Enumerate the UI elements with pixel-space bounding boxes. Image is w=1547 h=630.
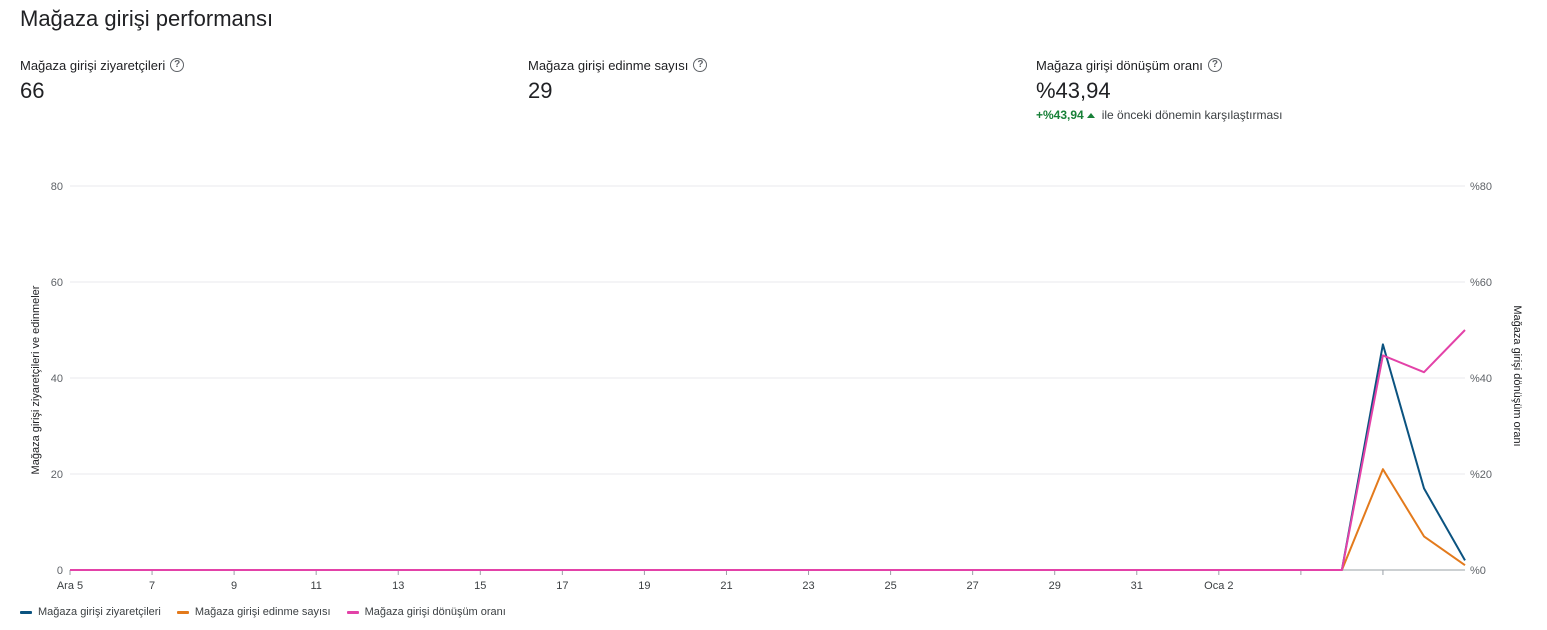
legend-item-acquisitions[interactable]: Mağaza girişi edinme sayısı [176, 606, 331, 618]
metric-value: 66 [20, 78, 45, 103]
x-tick-label: 21 [720, 580, 732, 592]
x-tick-label: 31 [1131, 580, 1143, 592]
chart-legend: Mağaza girişi ziyaretçileri Mağaza giriş… [20, 606, 506, 618]
x-tick-label: Oca 2 [1204, 580, 1233, 592]
metric-label-row: Mağaza girişi ziyaretçileri ? [20, 56, 185, 74]
x-tick-label: 17 [556, 580, 568, 592]
legend-label: Mağaza girişi dönüşüm oranı [364, 606, 506, 618]
metric-value: %43,94 [1036, 78, 1111, 103]
legend-item-rate[interactable]: Mağaza girişi dönüşüm oranı [346, 606, 506, 618]
help-icon[interactable]: ? [1207, 58, 1222, 72]
x-tick-label: 27 [967, 580, 979, 592]
y2-axis-title: Mağaza girişi dönüşüm oranı [1511, 305, 1523, 446]
legend-swatch [20, 610, 32, 614]
metric-label: Mağaza girişi dönüşüm oranı [1036, 57, 1203, 73]
y-tick-label: 80 [51, 181, 63, 193]
series-line-acquisitions [70, 468, 1466, 571]
help-icon[interactable]: ? [170, 58, 185, 72]
metric-value: 29 [528, 78, 553, 103]
metric-change: +%43,94 ile önceki dönemin karşılaştırma… [1036, 108, 1282, 122]
legend-label: Mağaza girişi ziyaretçileri [38, 606, 161, 618]
x-tick-label: 13 [392, 580, 404, 592]
x-tick-label: Ara 5 [57, 580, 83, 592]
x-tick-label: 19 [638, 580, 650, 592]
y-axis-title: Mağaza girişi ziyaretçileri ve edinmeler [30, 285, 42, 474]
metric-conversion-rate: Mağaza girişi dönüşüm oranı ? %43,94 +%4… [1036, 56, 1282, 123]
y2-tick-label: %0 [1470, 565, 1486, 577]
x-tick-label: 29 [1049, 580, 1061, 592]
metric-label: Mağaza girişi edinme sayısı [528, 57, 689, 73]
legend-swatch [346, 610, 359, 614]
legend-item-visitors[interactable]: Mağaza girişi ziyaretçileri [20, 606, 161, 618]
help-icon[interactable]: ? [693, 58, 708, 72]
change-text: ile önceki dönemin karşılaştırması [1101, 108, 1283, 122]
metric-acquisitions: Mağaza girişi edinme sayısı ? 29 [528, 56, 708, 104]
x-tick-label: 7 [149, 580, 155, 592]
x-tick-label: 25 [884, 580, 896, 592]
y-tick-label: 60 [51, 277, 63, 289]
x-tick-label: 9 [231, 580, 237, 592]
y2-tick-label: %80 [1470, 181, 1492, 193]
arrow-up-icon [1086, 112, 1095, 118]
metric-visitors: Mağaza girişi ziyaretçileri ? 66 [20, 56, 185, 104]
legend-swatch [176, 610, 189, 614]
page-title: Mağaza girişi performansı [20, 6, 274, 31]
x-tick-label: 11 [310, 580, 321, 592]
line-chart: 0 %0 20 %20 40 %40 60 %60 80 %80 Ara 5 7 9 11 13 15 17 19… [30, 181, 1523, 592]
legend-label: Mağaza girişi edinme sayısı [194, 606, 331, 618]
metric-label-row: Mağaza girişi dönüşüm oranı ? [1036, 56, 1282, 74]
y2-tick-label: %60 [1470, 277, 1492, 289]
y-tick-label: 0 [57, 565, 63, 577]
y2-tick-label: %20 [1470, 469, 1492, 481]
series-line-rate [70, 329, 1466, 571]
x-tick-label: 23 [802, 580, 814, 592]
change-value: +%43,94 [1036, 108, 1084, 122]
metric-label: Mağaza girişi ziyaretçileri [20, 57, 166, 73]
metric-label-row: Mağaza girişi edinme sayısı ? [528, 56, 708, 74]
y2-tick-label: %40 [1470, 373, 1492, 385]
y-tick-label: 40 [51, 373, 63, 385]
y-tick-label: 20 [51, 469, 63, 481]
x-tick-label: 15 [474, 580, 486, 592]
